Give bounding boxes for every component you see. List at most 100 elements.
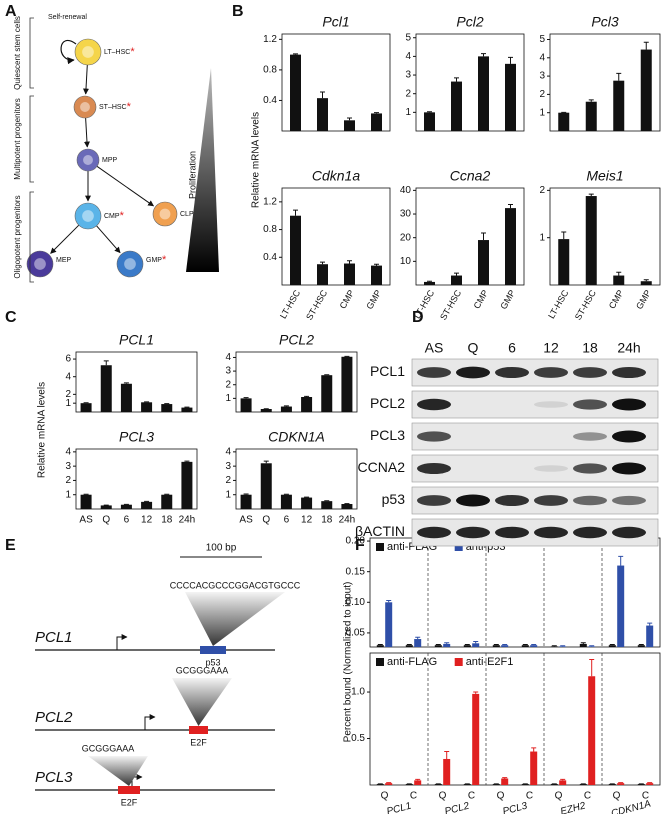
blot-band [495,366,529,379]
bar [501,778,509,785]
promoter-arrow [116,634,128,650]
bar [434,784,442,785]
blot-band [612,366,646,379]
bar [478,240,489,285]
blot-band [495,526,529,539]
nucleus [124,258,136,270]
bar [637,784,645,785]
x-tick-label: Q [439,791,447,802]
chart-title: PCL1 [119,332,154,348]
cell-name: ST–HSC [99,104,127,111]
bar [371,265,382,285]
lane-label: 6 [508,340,516,356]
bar [559,646,567,647]
bar [405,784,413,785]
error-bar [263,460,269,464]
cell-label: ST–HSC* [99,101,132,113]
bar [613,80,625,131]
bar [617,565,625,647]
y-tick-label: 4 [539,52,545,63]
arrow [96,165,155,207]
x-tick-label: Q [613,791,621,802]
y-tick-label: 1 [65,398,71,409]
y-tick-label: 1.0 [351,687,365,698]
cell [74,38,102,66]
error-bar [589,659,595,677]
x-tick-label: CMP [338,288,357,310]
error-bar [444,751,450,759]
bar [414,780,422,785]
error-bar [293,209,298,216]
error-bar [481,232,486,241]
error-bar [184,460,190,462]
error-bar [502,777,508,779]
panel-label: E [5,537,16,554]
cell-mark: * [120,210,125,222]
x-tick-label: Q [102,515,110,526]
chart-title: PCL3 [119,429,154,445]
blot-band [456,366,490,379]
error-bar [643,41,649,50]
x-tick-label: CMP [472,288,491,310]
y-tick-label: 3 [225,366,231,377]
bar [585,196,597,285]
cell [76,148,100,172]
error-bar [304,395,310,397]
bar [280,406,292,412]
cell [152,201,178,227]
bar [240,398,252,412]
nucleus [82,210,94,222]
bar [290,215,301,285]
bar [414,639,422,647]
panel-label: C [5,309,17,326]
error-bar [320,91,325,99]
error-bar [454,272,459,276]
scale-label: 100 bp [206,543,237,554]
y-tick-label: 1.2 [263,34,277,45]
error-bar [427,280,432,282]
y-tick-label: 0.8 [263,224,277,235]
plot-frame [235,351,358,413]
bar [100,505,112,509]
y-tick-label: 0.5 [351,733,365,744]
blot-band [534,495,568,506]
bar [646,625,654,647]
x-tick-label: ST-HSC [438,288,463,322]
bar [613,275,625,285]
bar [492,784,500,785]
nucleus [83,155,93,165]
y-axis-label: Percent bound (Normalized to input) [343,582,354,743]
blot-band [534,367,568,378]
error-bar [560,778,566,781]
bar [240,494,252,509]
x-tick-label: 18 [321,515,333,526]
y-tick-label: 2 [539,185,545,196]
x-tick-label: 12 [301,515,313,526]
cell-label: CLP [180,211,194,218]
blot-band [534,401,568,408]
stage-label: Oligopotent progenitors [13,195,22,278]
bar [385,783,393,785]
error-bar [374,263,379,266]
y-tick-label: 3 [405,70,411,81]
group-label: PCL2 [444,800,471,814]
error-bar [473,640,479,644]
bar [260,409,272,412]
gene-name: PCL1 [35,629,73,646]
x-tick-label: 18 [161,515,173,526]
legend-label: anti-E2F1 [466,656,514,668]
bar [640,281,652,285]
lane-label: 24h [617,340,640,356]
error-bar [508,204,513,209]
y-tick-label: 1 [539,107,545,118]
blot-band [612,526,646,539]
stage-bracket [29,17,34,89]
x-tick-label: 24h [179,515,196,526]
bar [100,365,112,412]
error-bar [643,279,649,282]
bar [181,461,193,509]
blot-band [612,430,646,443]
bar [376,784,384,785]
x-tick-label: 24h [339,515,356,526]
error-bar [638,644,644,646]
